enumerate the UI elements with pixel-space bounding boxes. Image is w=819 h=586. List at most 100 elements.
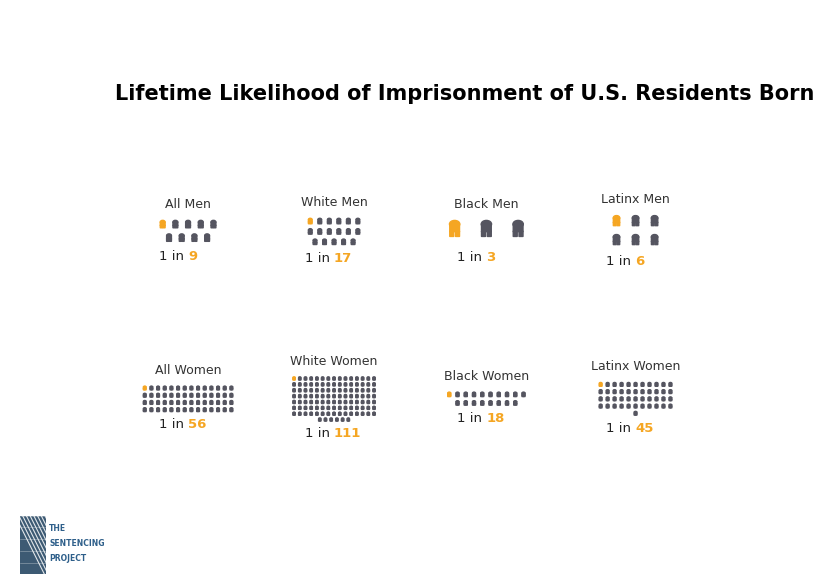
FancyBboxPatch shape: [608, 385, 609, 386]
FancyBboxPatch shape: [152, 403, 153, 404]
Text: SENTENCING: SENTENCING: [49, 539, 105, 548]
FancyBboxPatch shape: [355, 414, 357, 415]
Circle shape: [339, 400, 341, 402]
FancyBboxPatch shape: [614, 399, 616, 401]
FancyBboxPatch shape: [310, 383, 312, 385]
Circle shape: [164, 400, 166, 402]
FancyBboxPatch shape: [662, 383, 665, 385]
Circle shape: [333, 394, 335, 396]
FancyBboxPatch shape: [150, 408, 153, 410]
Circle shape: [362, 383, 364, 384]
FancyBboxPatch shape: [320, 232, 322, 234]
Circle shape: [190, 393, 192, 395]
FancyBboxPatch shape: [641, 385, 643, 386]
Circle shape: [456, 392, 459, 394]
Text: Latinx Men: Latinx Men: [601, 193, 670, 206]
Circle shape: [310, 394, 312, 396]
FancyBboxPatch shape: [634, 383, 637, 385]
FancyBboxPatch shape: [310, 389, 312, 391]
FancyBboxPatch shape: [317, 402, 318, 404]
FancyBboxPatch shape: [310, 379, 311, 380]
FancyBboxPatch shape: [299, 383, 301, 385]
FancyBboxPatch shape: [293, 413, 295, 414]
FancyBboxPatch shape: [163, 225, 165, 228]
Circle shape: [210, 400, 213, 402]
FancyBboxPatch shape: [315, 243, 317, 244]
Circle shape: [373, 383, 375, 384]
FancyBboxPatch shape: [671, 399, 672, 401]
FancyBboxPatch shape: [171, 410, 173, 411]
FancyBboxPatch shape: [197, 389, 198, 390]
FancyBboxPatch shape: [300, 384, 301, 386]
Circle shape: [293, 400, 295, 402]
Circle shape: [299, 400, 301, 402]
FancyBboxPatch shape: [361, 379, 363, 380]
FancyBboxPatch shape: [636, 407, 637, 408]
FancyBboxPatch shape: [600, 392, 602, 394]
FancyBboxPatch shape: [491, 403, 492, 405]
Circle shape: [613, 404, 616, 406]
FancyBboxPatch shape: [648, 392, 649, 394]
Circle shape: [522, 392, 525, 394]
FancyBboxPatch shape: [336, 420, 337, 421]
FancyBboxPatch shape: [319, 420, 320, 421]
FancyBboxPatch shape: [351, 243, 353, 244]
Circle shape: [497, 401, 500, 403]
Circle shape: [655, 390, 658, 391]
Circle shape: [322, 389, 324, 390]
FancyBboxPatch shape: [338, 384, 340, 386]
Circle shape: [186, 220, 191, 224]
FancyBboxPatch shape: [499, 403, 500, 405]
FancyBboxPatch shape: [632, 222, 635, 226]
Circle shape: [373, 394, 375, 396]
FancyBboxPatch shape: [299, 407, 301, 408]
FancyBboxPatch shape: [367, 401, 369, 403]
FancyBboxPatch shape: [334, 414, 335, 415]
FancyBboxPatch shape: [373, 390, 374, 392]
FancyBboxPatch shape: [355, 379, 357, 380]
FancyBboxPatch shape: [293, 389, 295, 391]
Circle shape: [322, 383, 324, 384]
FancyBboxPatch shape: [481, 395, 482, 397]
FancyBboxPatch shape: [324, 418, 327, 420]
FancyBboxPatch shape: [316, 379, 317, 380]
FancyBboxPatch shape: [310, 402, 311, 404]
Circle shape: [627, 404, 630, 406]
FancyBboxPatch shape: [336, 418, 338, 420]
FancyBboxPatch shape: [505, 403, 507, 405]
FancyBboxPatch shape: [361, 401, 364, 403]
FancyBboxPatch shape: [514, 395, 515, 397]
FancyBboxPatch shape: [316, 407, 318, 408]
FancyBboxPatch shape: [481, 401, 484, 404]
FancyBboxPatch shape: [327, 389, 329, 391]
FancyBboxPatch shape: [182, 239, 184, 241]
FancyBboxPatch shape: [334, 384, 335, 386]
FancyBboxPatch shape: [361, 395, 364, 397]
FancyBboxPatch shape: [655, 399, 657, 401]
FancyBboxPatch shape: [628, 385, 630, 386]
FancyBboxPatch shape: [179, 239, 182, 241]
FancyBboxPatch shape: [523, 395, 525, 397]
Circle shape: [346, 229, 350, 231]
FancyBboxPatch shape: [299, 384, 300, 386]
Circle shape: [230, 386, 233, 388]
FancyBboxPatch shape: [230, 389, 232, 390]
FancyBboxPatch shape: [150, 401, 153, 403]
FancyBboxPatch shape: [165, 389, 166, 390]
FancyBboxPatch shape: [613, 222, 616, 226]
FancyBboxPatch shape: [211, 396, 213, 397]
FancyBboxPatch shape: [294, 396, 295, 398]
Circle shape: [641, 390, 644, 391]
Circle shape: [305, 406, 306, 408]
FancyBboxPatch shape: [188, 225, 191, 228]
Circle shape: [310, 400, 312, 402]
FancyBboxPatch shape: [333, 408, 334, 410]
FancyBboxPatch shape: [143, 403, 145, 404]
Circle shape: [362, 377, 364, 378]
Circle shape: [170, 408, 173, 410]
FancyBboxPatch shape: [358, 222, 360, 224]
FancyBboxPatch shape: [165, 410, 166, 411]
Text: White Women: White Women: [291, 355, 378, 368]
FancyBboxPatch shape: [634, 385, 636, 386]
Circle shape: [339, 389, 341, 390]
